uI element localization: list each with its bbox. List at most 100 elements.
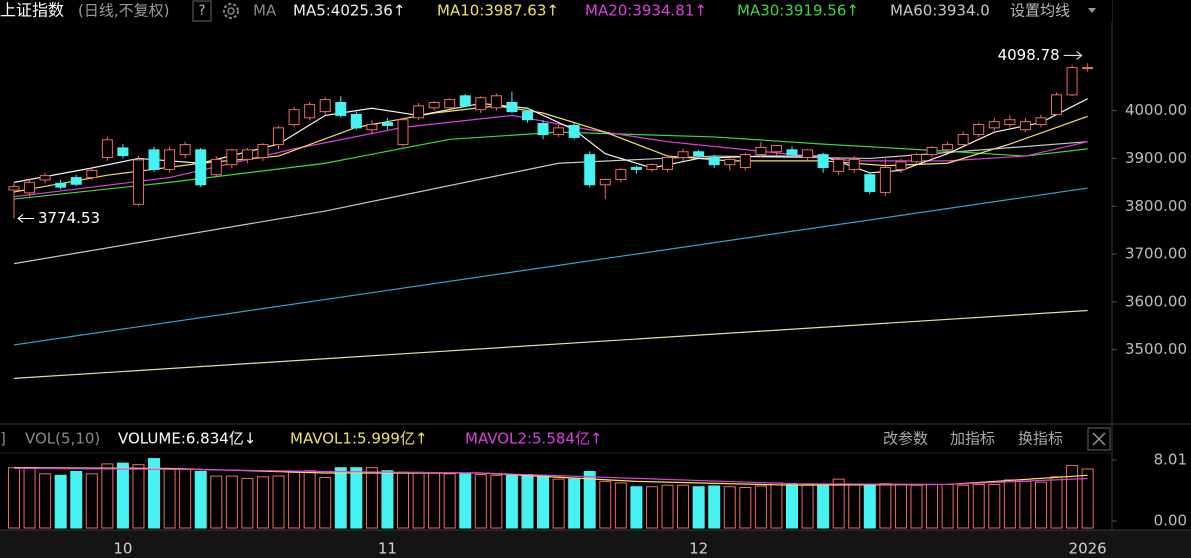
volume-bar bbox=[692, 486, 705, 529]
volume-bar bbox=[505, 474, 518, 529]
high-annotation: 4098.78 bbox=[998, 46, 1060, 64]
candle-body bbox=[117, 147, 129, 157]
volume-bar bbox=[739, 486, 752, 529]
legend-entry: MAVOL1:5.999亿↑ bbox=[290, 430, 428, 448]
volume-bar bbox=[770, 482, 783, 529]
volume-bar bbox=[832, 478, 845, 529]
candle-body bbox=[770, 145, 782, 153]
dropdown-caret bbox=[1088, 8, 1096, 13]
candle-body bbox=[444, 99, 456, 109]
volume-bar bbox=[630, 486, 643, 529]
candle-body bbox=[148, 149, 160, 170]
candle-body bbox=[273, 127, 285, 146]
chart-subtitle: (日线,不复权) bbox=[78, 2, 169, 20]
candle-body bbox=[226, 149, 238, 166]
volume-bar bbox=[910, 484, 923, 529]
x-axis-band bbox=[0, 530, 1191, 558]
ma-line bbox=[13, 309, 1088, 379]
candle-body bbox=[568, 124, 580, 138]
candle-body bbox=[646, 164, 658, 170]
candle-body bbox=[350, 113, 362, 129]
candle-body bbox=[786, 149, 798, 156]
legend-entry: MA10:3987.63↑ bbox=[437, 2, 559, 20]
candle-body bbox=[802, 149, 814, 158]
volume-bar bbox=[397, 471, 409, 529]
help-box[interactable] bbox=[192, 0, 212, 22]
candle-body bbox=[86, 169, 98, 179]
candle-body bbox=[926, 146, 938, 156]
volume-bar bbox=[303, 470, 316, 529]
volume-bar bbox=[1034, 481, 1047, 529]
ma-line bbox=[13, 141, 1088, 265]
volume-bar bbox=[148, 458, 161, 529]
volume-bar bbox=[241, 477, 254, 529]
panel-button[interactable]: 改参数 bbox=[883, 430, 928, 448]
candle-body bbox=[1035, 117, 1047, 125]
y-tick-label: 8.01 bbox=[1154, 451, 1187, 469]
candle-body bbox=[1051, 94, 1063, 115]
candle-body bbox=[599, 178, 611, 186]
volume-bar bbox=[23, 467, 36, 529]
candle-body bbox=[693, 151, 705, 157]
volume-bar bbox=[1019, 480, 1032, 529]
volume-bar bbox=[1050, 476, 1063, 529]
ma-line bbox=[13, 131, 1088, 200]
legend-entry: MA20:3934.81↑ bbox=[585, 2, 707, 20]
candle-body bbox=[677, 151, 689, 158]
candle-body bbox=[506, 102, 518, 113]
volume-bar bbox=[754, 485, 767, 529]
candle-body bbox=[879, 167, 891, 193]
candle-body bbox=[179, 144, 191, 156]
close-box[interactable] bbox=[1087, 427, 1111, 451]
volume-bar bbox=[319, 477, 332, 529]
candle-body bbox=[988, 121, 1000, 129]
ma-label: MA bbox=[253, 2, 277, 20]
candle-body bbox=[413, 105, 425, 119]
volume-bar bbox=[428, 472, 441, 529]
candle-body bbox=[910, 154, 922, 163]
legend-entry: MAVOL2:5.584亿↑ bbox=[465, 430, 603, 448]
volume-bar bbox=[381, 470, 394, 529]
legend-entry: MA60:3934.0 bbox=[890, 2, 990, 20]
volume-bar bbox=[801, 483, 814, 529]
candle-body bbox=[8, 186, 20, 191]
y-tick-label: 3700.00 bbox=[1125, 245, 1187, 263]
legend-entry: MA30:3919.56↑ bbox=[737, 2, 859, 20]
panel-button[interactable]: 换指标 bbox=[1018, 430, 1063, 448]
candle-body bbox=[864, 174, 876, 192]
help-button[interactable]: ? bbox=[199, 4, 206, 19]
candle-body bbox=[304, 103, 316, 119]
y-tick-label: 3600.00 bbox=[1125, 292, 1187, 310]
volume-bar bbox=[412, 471, 425, 529]
volume-bar bbox=[85, 473, 98, 529]
volume-bar bbox=[848, 483, 861, 529]
plot bbox=[8, 63, 1094, 379]
candle-body bbox=[366, 123, 378, 131]
low-annotation: 3774.53 bbox=[38, 209, 100, 227]
candle-body bbox=[755, 146, 767, 156]
volume-bar bbox=[350, 467, 363, 529]
volume-bar bbox=[101, 463, 114, 529]
panel-button[interactable]: 加指标 bbox=[950, 430, 995, 448]
candle-body bbox=[55, 182, 67, 188]
candle-body bbox=[70, 177, 82, 185]
volume-bar bbox=[365, 467, 378, 529]
candle-body bbox=[739, 154, 751, 169]
volume-bar bbox=[677, 484, 690, 529]
volume-bar bbox=[645, 486, 658, 529]
candle-body bbox=[459, 95, 471, 107]
x-tick-label: 11 bbox=[378, 540, 397, 558]
y-tick-label: 4000.00 bbox=[1125, 101, 1187, 119]
candle-body bbox=[132, 159, 144, 205]
volume-bar bbox=[474, 474, 487, 529]
candle-body bbox=[724, 158, 736, 166]
candle-body bbox=[195, 149, 207, 186]
volume-bar bbox=[817, 483, 830, 529]
settings-button[interactable]: 设置均线 bbox=[1010, 2, 1070, 20]
candle-body bbox=[833, 158, 845, 172]
candle-body bbox=[210, 158, 222, 176]
candle-body bbox=[630, 167, 642, 170]
settings-icon[interactable] bbox=[223, 3, 239, 19]
